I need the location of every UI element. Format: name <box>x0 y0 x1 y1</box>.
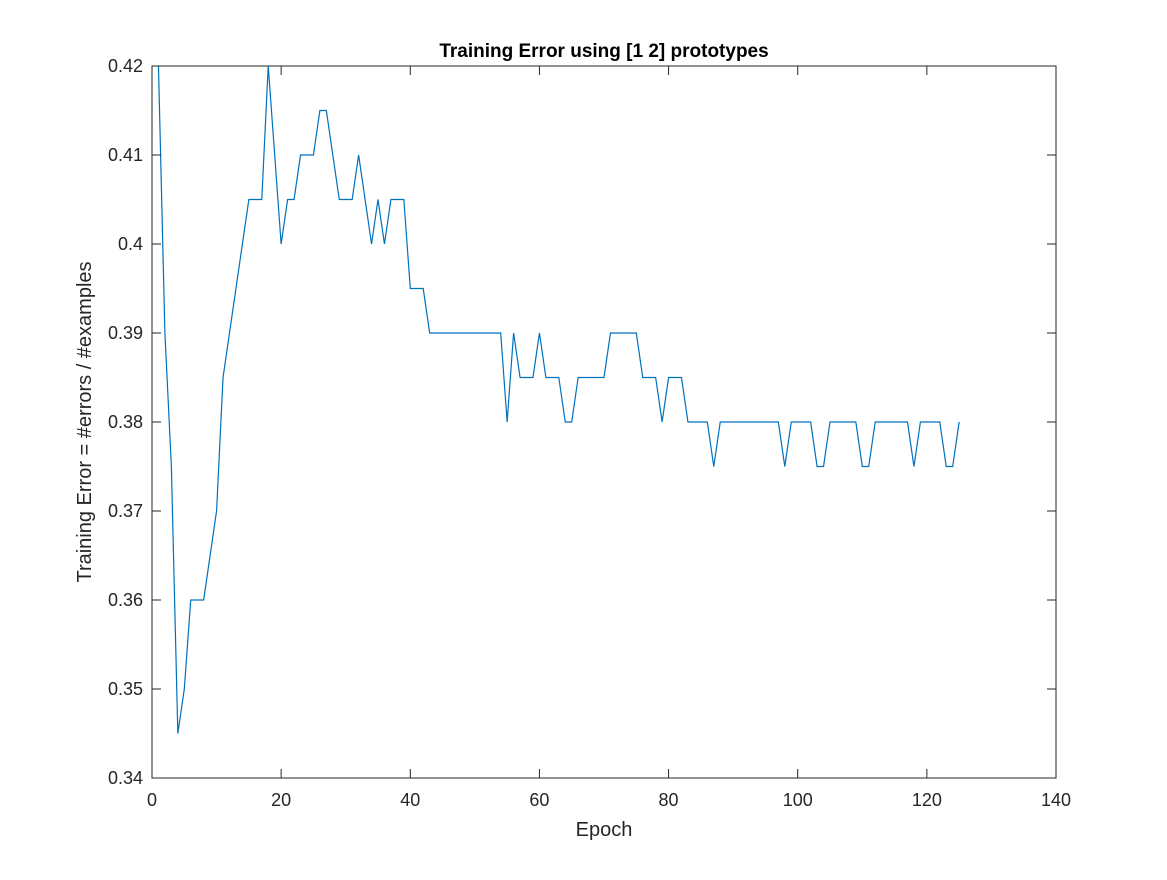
y-tick-label: 0.42 <box>108 56 143 76</box>
series-line <box>157 65 960 734</box>
y-tick-label: 0.35 <box>108 679 143 699</box>
x-tick-label: 120 <box>912 790 942 810</box>
y-tick-label: 0.41 <box>108 145 143 165</box>
axes-box <box>151 65 1057 779</box>
chart-title: Training Error using [1 2] prototypes <box>439 41 768 62</box>
y-tick-label: 0.4 <box>118 234 143 254</box>
x-tick-label: 40 <box>400 790 420 810</box>
x-tick-label: 140 <box>1041 790 1071 810</box>
tick-labels-layer: 0 20 40 60 80 100 120 140 0.34 0.35 0.36 0.37 0.38 0.… <box>108 56 1071 810</box>
x-axis-label: Epoch <box>576 819 633 841</box>
x-tick-label: 0 <box>147 790 157 810</box>
x-tick-label: 80 <box>659 790 679 810</box>
y-tick-label: 0.39 <box>108 323 143 343</box>
series-layer <box>157 65 960 734</box>
y-axis-label: Training Error = #errors / #examples <box>74 261 96 582</box>
x-tick-label: 100 <box>783 790 813 810</box>
x-tick-label: 20 <box>271 790 291 810</box>
y-tick-label: 0.38 <box>108 412 143 432</box>
y-tick-label: 0.34 <box>108 768 143 788</box>
x-tick-label: 60 <box>529 790 549 810</box>
y-tick-label: 0.37 <box>108 501 143 521</box>
y-tick-label: 0.36 <box>108 590 143 610</box>
